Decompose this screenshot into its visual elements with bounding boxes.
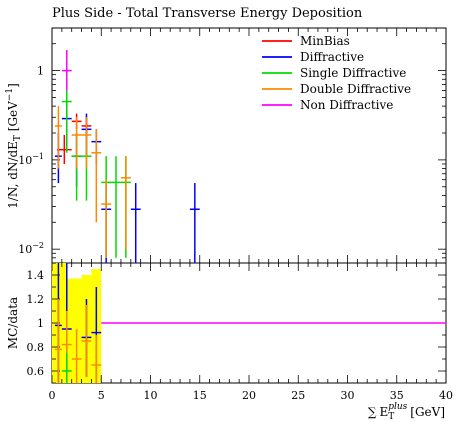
axis-ticks bbox=[51, 27, 447, 384]
legend-label: Diffractive bbox=[300, 50, 364, 64]
y-tick-label: 10−2 bbox=[18, 241, 44, 256]
ratio-y-tick-label: 1.4 bbox=[27, 269, 45, 282]
chart-title: Plus Side - Total Transverse Energy Depo… bbox=[52, 6, 363, 21]
x-axis-label: ∑ ETplus [GeV] bbox=[368, 402, 445, 422]
x-tick-label: 5 bbox=[98, 389, 105, 402]
y-tick-label: 1 bbox=[37, 65, 44, 78]
data-points bbox=[54, 50, 200, 263]
x-tick-label: 0 bbox=[49, 389, 56, 402]
x-tick-label: 35 bbox=[390, 389, 404, 402]
legend-label: MinBias bbox=[300, 34, 350, 48]
ratio-y-tick-label: 0.8 bbox=[27, 341, 45, 354]
ratio-y-axis-label: MC/data bbox=[6, 297, 20, 349]
legend-label: Non Diffractive bbox=[300, 98, 393, 112]
ratio-y-tick-label: 0.6 bbox=[27, 365, 45, 378]
x-tick-label: 40 bbox=[439, 389, 453, 402]
legend-label: Double Diffractive bbox=[300, 82, 411, 96]
axis-tick-labels: 0 5 10 15 20 25 30 35 40 10−2 10−1 1 0.6 0.8 1 1.2 1.4 bbox=[18, 65, 453, 402]
x-tick-label: 30 bbox=[341, 389, 355, 402]
x-tick-label: 25 bbox=[291, 389, 305, 402]
ratio-y-tick-label: 1 bbox=[37, 317, 44, 330]
main-plot-frame bbox=[51, 27, 447, 264]
ratio-band-bin bbox=[66, 278, 82, 383]
legend: MinBias Diffractive Single Diffractive Doub… bbox=[262, 34, 411, 112]
x-tick-label: 15 bbox=[193, 389, 207, 402]
ratio-points bbox=[54, 263, 446, 383]
y-axis-label: 1/N, dN/dET [GeV−1] bbox=[5, 83, 23, 209]
legend-label: Single Diffractive bbox=[300, 66, 406, 80]
ratio-y-tick-label: 1.2 bbox=[27, 293, 45, 306]
x-tick-label: 10 bbox=[144, 389, 158, 402]
y-tick-label: 10−1 bbox=[18, 152, 44, 167]
x-tick-label: 20 bbox=[242, 389, 256, 402]
